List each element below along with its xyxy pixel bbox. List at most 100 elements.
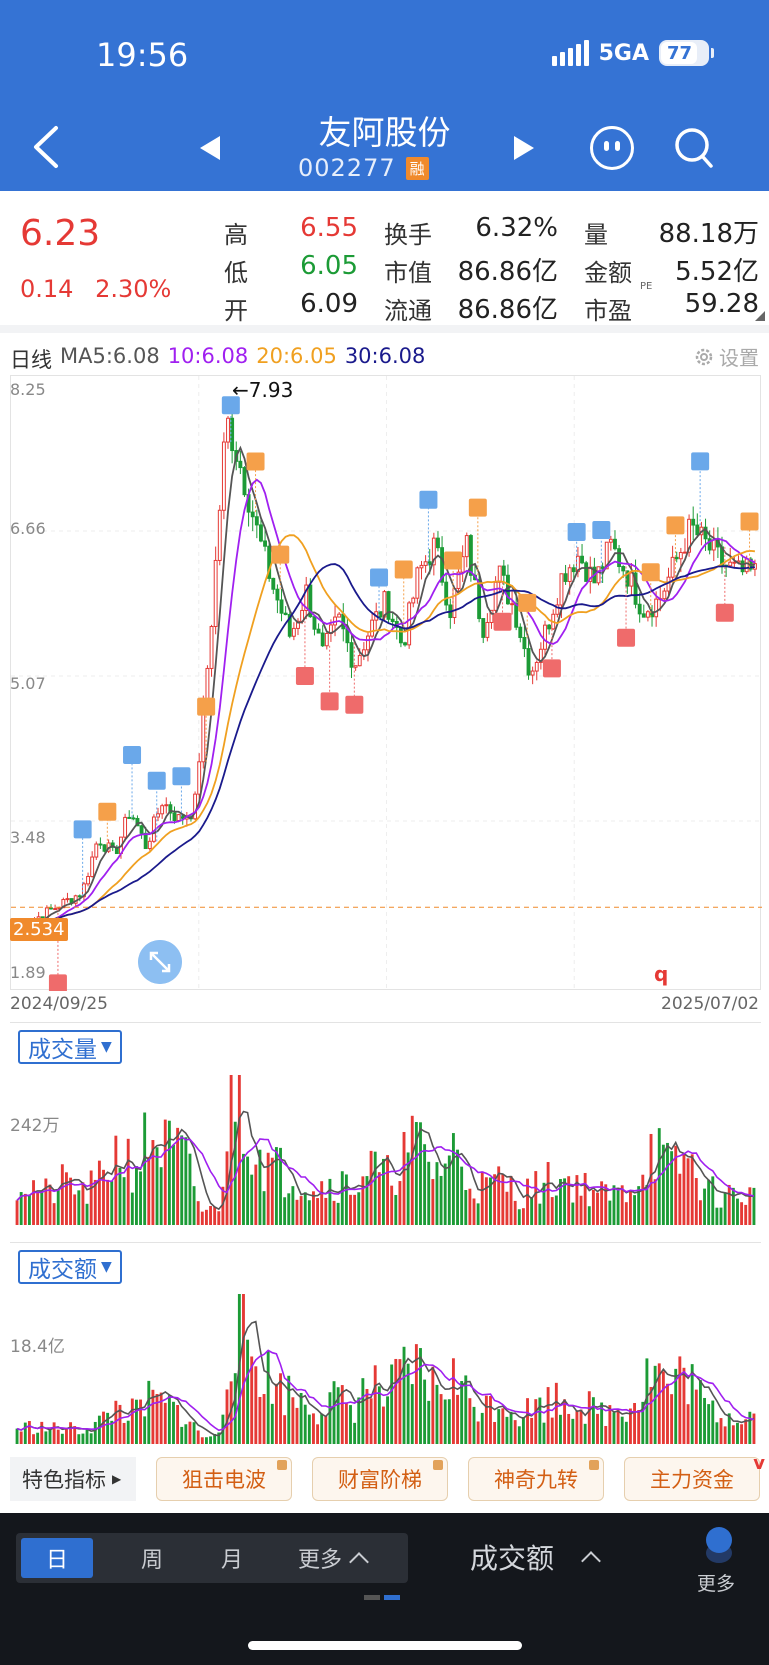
- period-month[interactable]: 月: [220, 1548, 243, 1573]
- trade-marker: [246, 452, 265, 471]
- volume-bar: [102, 1169, 105, 1225]
- volume-bar: [143, 1416, 147, 1444]
- volume-bar: [653, 1365, 657, 1444]
- next-stock-icon[interactable]: [512, 134, 536, 162]
- volume-bar: [69, 1177, 73, 1225]
- volume-selector[interactable]: 成交量 ▼: [18, 1030, 122, 1064]
- volume-bar: [40, 1191, 44, 1225]
- battery-icon: 77: [659, 40, 714, 66]
- volume-bar: [217, 1211, 221, 1225]
- volume-bar: [480, 1412, 484, 1444]
- volume-bar: [591, 1397, 595, 1444]
- period-more-button[interactable]: 更多: [298, 1538, 369, 1578]
- amount-tick: 18.4亿: [10, 1337, 65, 1357]
- stat-value: 6.09: [300, 289, 358, 319]
- volume-bar: [279, 1147, 282, 1225]
- trade-marker: [345, 695, 364, 714]
- candle-body: [102, 844, 107, 852]
- section-divider: [0, 325, 769, 333]
- volume-bar: [526, 1178, 529, 1225]
- volume-bar: [40, 1421, 44, 1444]
- change-percent: 2.30%: [95, 275, 172, 303]
- amount-selector[interactable]: 成交额 ▼: [18, 1250, 122, 1284]
- candle-body: [279, 599, 284, 614]
- indicator-button[interactable]: 神奇九转: [468, 1457, 604, 1501]
- volume-bar: [139, 1171, 142, 1225]
- volume-bar: [633, 1402, 636, 1444]
- status-time: 19:56: [96, 36, 189, 74]
- candle-body: [617, 548, 622, 568]
- candle-body: [398, 626, 403, 644]
- ma10-value: 10:6.08: [167, 344, 249, 368]
- volume-bar: [155, 1394, 159, 1444]
- volume-bar: [406, 1152, 410, 1225]
- volume-bar: [390, 1185, 394, 1225]
- stat-label: 低: [224, 259, 248, 287]
- indicator-button[interactable]: 财富阶梯: [312, 1457, 448, 1501]
- dropdown-triangle-icon: ▼: [101, 1259, 112, 1275]
- trade-marker: [691, 452, 710, 471]
- trade-marker: [740, 512, 759, 531]
- candle-body: [271, 577, 276, 590]
- candle-body: [382, 591, 387, 618]
- gear-icon: [695, 348, 713, 365]
- search-icon[interactable]: [674, 126, 714, 170]
- volume-bar: [727, 1184, 731, 1225]
- volume-bar: [727, 1413, 731, 1444]
- volume-bar: [122, 1177, 126, 1225]
- volume-bar: [414, 1122, 418, 1225]
- expand-corner-icon[interactable]: [755, 311, 765, 321]
- volume-bar: [200, 1211, 204, 1225]
- volume-bar: [559, 1179, 562, 1225]
- stat-label: 流通: [384, 297, 432, 325]
- volume-bar: [550, 1417, 554, 1444]
- candle-body: [423, 561, 428, 566]
- battery-level: 77: [667, 42, 693, 64]
- volume-bar: [340, 1171, 344, 1225]
- volume-bar: [361, 1176, 365, 1225]
- candle-body: [526, 648, 531, 676]
- expand-icon[interactable]: [138, 940, 182, 984]
- period-week[interactable]: 周: [140, 1548, 163, 1573]
- volume-bar: [56, 1189, 60, 1225]
- settings-button[interactable]: 设置: [693, 342, 759, 371]
- back-arrow-icon[interactable]: [28, 122, 64, 172]
- volume-bar: [740, 1202, 744, 1225]
- more-menu-label[interactable]: 更多: [697, 1573, 736, 1595]
- candle-body: [209, 626, 214, 669]
- volume-bar: [328, 1178, 332, 1225]
- candle-body: [49, 907, 53, 910]
- assistant-face-icon[interactable]: [590, 126, 634, 170]
- volume-bar: [217, 1432, 221, 1444]
- indicator-more-mark[interactable]: v: [753, 1453, 765, 1474]
- lock-icon: [277, 1460, 287, 1470]
- chevron-up-icon: [581, 1551, 601, 1571]
- volume-bar: [85, 1428, 89, 1444]
- stock-code: 002277: [298, 154, 396, 182]
- volume-bar: [612, 1412, 616, 1444]
- indicator-button[interactable]: 狙击电波: [156, 1457, 292, 1501]
- volume-bar: [155, 1147, 159, 1225]
- prev-stock-icon[interactable]: [198, 134, 222, 162]
- volume-bar: [641, 1401, 645, 1444]
- volume-bar: [270, 1157, 274, 1225]
- volume-bar: [176, 1127, 180, 1225]
- candle-body: [296, 620, 300, 629]
- volume-bar: [382, 1406, 385, 1444]
- volume-bar: [303, 1404, 307, 1444]
- indicator-switch[interactable]: 成交额: [470, 1537, 601, 1577]
- more-menu-icon[interactable]: [704, 1527, 734, 1567]
- volume-bar: [501, 1408, 505, 1444]
- trade-marker: [567, 523, 586, 542]
- volume-bar: [423, 1144, 427, 1225]
- page-indicator: [364, 1595, 400, 1600]
- chart-marker: q: [654, 962, 669, 986]
- kline-chart[interactable]: [10, 375, 762, 991]
- feature-indicators-tab[interactable]: 特色指标 ▶: [10, 1457, 136, 1501]
- period-day[interactable]: 日: [21, 1538, 93, 1578]
- candle-body: [456, 571, 461, 589]
- candle-body: [662, 590, 667, 600]
- ma-line: [17, 534, 755, 930]
- candle-body: [629, 572, 634, 587]
- indicator-button[interactable]: 主力资金: [624, 1457, 760, 1501]
